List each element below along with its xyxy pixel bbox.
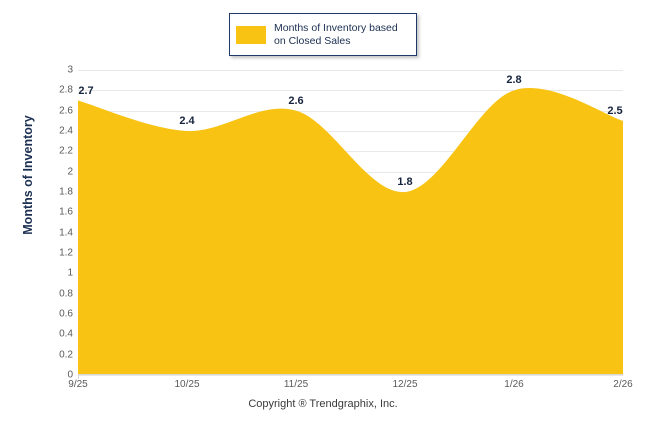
y-axis-tick-label: 1.8 (59, 186, 73, 198)
y-axis-tick-label: 2.8 (59, 84, 73, 96)
data-point-label: 2.5 (607, 104, 623, 117)
y-axis-tick-label: 0.8 (59, 288, 73, 300)
gridline (78, 375, 623, 376)
gridline (78, 110, 623, 112)
x-axis-tick-label: 2/26 (613, 379, 633, 390)
y-axis-tick-labels: 0 0.2 0.4 0.6 0.8 1 1.2 1.4 1.6 1.8 2 2.2 2.4 2.6 2.8 3 (40, 65, 73, 381)
legend-color-swatch (236, 25, 266, 44)
y-axis-tick-label: 1.4 (59, 227, 73, 239)
data-point-label: 2.7 (78, 84, 94, 97)
copyright-footer: Copyright ® Trendgraphix, Inc. (248, 398, 398, 410)
gridline (78, 131, 623, 132)
x-axis-line (78, 374, 623, 375)
chart-legend[interactable]: Months of Inventory based on Closed Sale… (229, 13, 417, 56)
y-axis-tick-label: 2.4 (59, 125, 73, 137)
y-axis-tick-label: 3 (67, 64, 73, 76)
data-point-label: 2.6 (288, 94, 304, 107)
x-axis-tick-label: 11/25 (283, 379, 309, 390)
y-axis-tick-label: 0.2 (59, 349, 73, 361)
y-axis-tick-label: 1.2 (59, 247, 73, 259)
gridline (78, 70, 623, 71)
y-axis-tick-label: 0.6 (59, 308, 73, 320)
y-axis-tick-label: 1.6 (59, 206, 73, 218)
y-axis-tick-label: 2 (67, 166, 73, 178)
gridline (78, 151, 623, 153)
x-axis-tick-label: 9/25 (68, 379, 88, 390)
x-axis-tick-label: 10/25 (174, 379, 200, 390)
x-axis-tick-labels: 9/25 10/25 11/25 12/25 1/26 2/26 (68, 379, 632, 393)
data-point-label: 2.8 (506, 74, 522, 87)
y-axis-tick-label: 2.2 (59, 145, 73, 157)
y-axis-tick-label: 2.6 (59, 105, 73, 117)
y-axis-tick-label: 1 (67, 267, 73, 279)
plot-area: 2.7 2.4 2.6 1.8 2.8 2.5 (78, 70, 623, 379)
area-series-path (78, 88, 623, 375)
x-axis-origin-tick (78, 375, 79, 379)
y-axis-tick-label: 0 (67, 369, 73, 381)
x-axis-tick-label: 1/26 (504, 379, 524, 390)
legend-series-label: Months of Inventory based on Closed Sale… (274, 21, 398, 47)
data-point-label: 1.8 (397, 176, 413, 188)
gridline (78, 90, 623, 92)
y-axis-tick-label: 0.4 (59, 328, 73, 340)
y-axis-title: Months of Inventory (21, 115, 35, 235)
x-axis-tick-label: 12/25 (392, 379, 418, 390)
data-point-label: 2.4 (179, 115, 195, 127)
